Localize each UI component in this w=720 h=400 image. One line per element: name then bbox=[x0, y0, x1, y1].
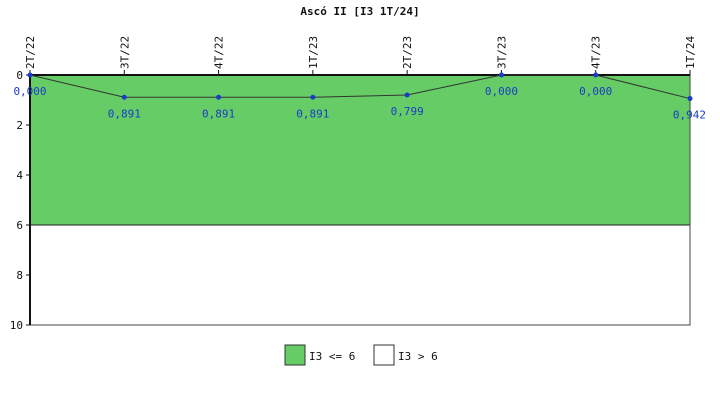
x-tick-label: 4T/23 bbox=[590, 36, 603, 69]
chart-title: Ascó II [I3 1T/24] bbox=[300, 5, 419, 18]
series-line bbox=[29, 74, 691, 100]
band-2 bbox=[30, 225, 690, 325]
data-label: 0,891 bbox=[202, 107, 235, 120]
data-point bbox=[687, 96, 693, 102]
data-point bbox=[593, 72, 599, 78]
x-tick-label: 3T/23 bbox=[495, 36, 508, 69]
data-point bbox=[404, 92, 410, 98]
x-tick-label: 2T/23 bbox=[401, 36, 414, 69]
data-point bbox=[310, 94, 316, 100]
y-tick-label: 6 bbox=[16, 219, 23, 232]
data-label: 0,891 bbox=[108, 107, 141, 120]
y-tick-label: 10 bbox=[10, 319, 23, 332]
band-1 bbox=[30, 75, 690, 225]
x-tick-label: 1T/24 bbox=[684, 36, 697, 69]
x-tick-label: 1T/23 bbox=[307, 36, 320, 69]
data-point bbox=[27, 72, 33, 78]
y-tick-label: 2 bbox=[16, 119, 23, 132]
data-label: 0,942 bbox=[673, 109, 706, 122]
x-tick-label: 4T/22 bbox=[213, 36, 226, 69]
x-tick-label: 3T/22 bbox=[118, 36, 131, 69]
legend: I3 <= 6 I3 > 6 bbox=[284, 344, 438, 366]
data-label: 0,000 bbox=[579, 85, 612, 98]
plot-area: 0 2 4 6 8 10 2T/22 3T/22 4T/22 1T/23 2T/23 3T/23 4T/… bbox=[10, 36, 706, 332]
x-tick-label: 2T/22 bbox=[24, 36, 37, 69]
data-label: 0,799 bbox=[391, 105, 424, 118]
data-point bbox=[498, 72, 504, 78]
data-label: 0,000 bbox=[13, 85, 46, 98]
legend-swatch bbox=[284, 344, 306, 366]
y-tick-label: 8 bbox=[16, 269, 23, 282]
y-tick-label: 4 bbox=[16, 169, 23, 182]
legend-swatch bbox=[373, 344, 395, 366]
data-point bbox=[216, 94, 222, 100]
y-tick-label: 0 bbox=[16, 69, 23, 82]
data-label: 0,891 bbox=[296, 107, 329, 120]
legend-label: I3 > 6 bbox=[398, 350, 438, 363]
legend-label: I3 <= 6 bbox=[309, 350, 355, 363]
data-label: 0,000 bbox=[485, 85, 518, 98]
data-point bbox=[121, 94, 127, 100]
